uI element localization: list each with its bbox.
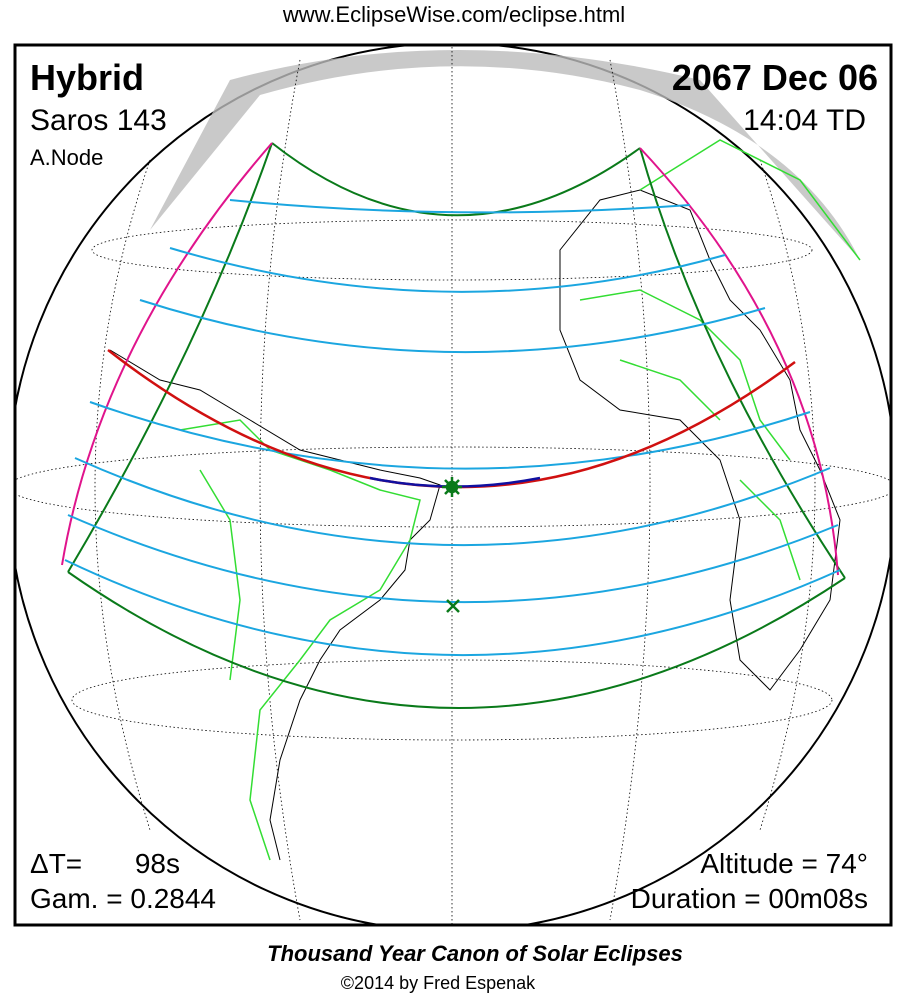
eclipse-type: Hybrid [30, 57, 144, 98]
url: www.EclipseWise.com/eclipse.html [282, 2, 625, 27]
time: 14:04 TD [743, 104, 866, 137]
footer-title: Thousand Year Canon of Solar Eclipses [267, 941, 683, 966]
delta-t-label: ΔT= [30, 848, 82, 879]
delta-t: 98s [135, 848, 180, 879]
eclipse-date: 2067 Dec 06 [672, 57, 878, 98]
duration: Duration = 00m08s [631, 883, 868, 914]
altitude: Altitude = 74° [700, 848, 868, 879]
saros: Saros 143 [30, 104, 167, 137]
copyright: ©2014 by Fred Espenak [341, 973, 536, 993]
node: A.Node [30, 145, 103, 170]
globe [15, 45, 891, 925]
gamma: Gam. = 0.2844 [30, 883, 216, 914]
